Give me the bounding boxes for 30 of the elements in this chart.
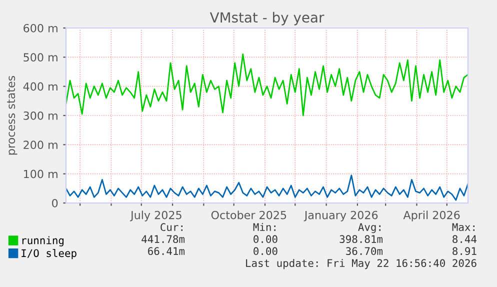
line-series xyxy=(66,54,468,116)
y-tick-label: 200 m xyxy=(24,140,58,150)
text: 398.81m xyxy=(340,235,383,244)
legend-label: running xyxy=(22,236,64,246)
x-tick-label: April 2026 xyxy=(403,210,460,222)
chart-title: VMstat - by year xyxy=(210,12,324,26)
x-tick-label: October 2025 xyxy=(211,210,286,220)
y-tick-label: 600 m xyxy=(24,24,58,32)
text: 8.44 xyxy=(452,235,477,244)
text: Min: xyxy=(253,222,276,231)
text: 0.00 xyxy=(254,247,278,256)
x-tick-label: July 2025 xyxy=(130,210,182,222)
text: 36.70m xyxy=(346,247,383,256)
y-tick-label: 500 m xyxy=(24,53,58,62)
text: Avg: xyxy=(358,223,380,234)
y-axis-title: process states xyxy=(7,76,18,155)
text: 0.00 xyxy=(254,235,278,244)
y-tick-label: 0 xyxy=(52,198,58,208)
text: Cur: xyxy=(160,223,182,232)
line-series xyxy=(66,174,468,201)
y-tick-label: 400 m xyxy=(23,82,58,91)
text: 441.78m xyxy=(142,235,185,244)
text: Last update: Fri May 22 16:56:40 2026 xyxy=(246,258,476,270)
y-tick-label: 300 m xyxy=(24,111,58,120)
text: Max: xyxy=(452,223,474,232)
x-tick-label: January 2026 xyxy=(304,210,378,222)
text: 8.91 xyxy=(452,247,476,256)
text: 66.41m xyxy=(148,247,185,256)
y-tick-label: 100 m xyxy=(24,170,58,178)
legend-label: I/O sleep xyxy=(22,248,76,260)
